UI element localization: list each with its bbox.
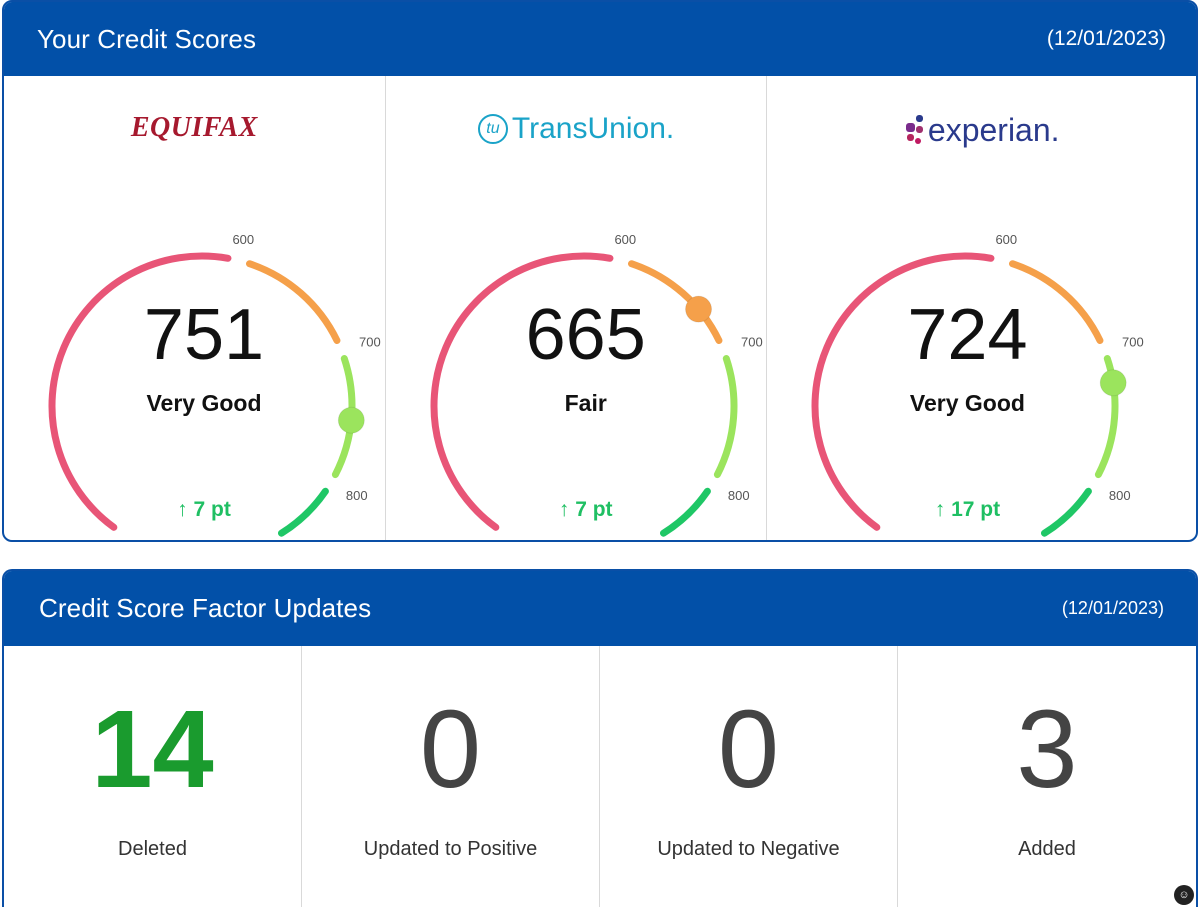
transunion-rating: Fair [564,390,607,416]
experian-score: 724 [907,295,1028,375]
factor-updates-panel: Credit Score Factor Updates (12/01/2023)… [2,569,1198,907]
gauge-segment-poor [430,252,614,531]
equifax-gauge: 600 700 800 [48,232,381,537]
factor-updated-negative-count: 0 [717,688,780,811]
experian-score-change: ↑ 17 pt [934,498,1001,521]
gauge-segment-excellent [659,487,711,537]
bureau-card-transunion[interactable]: tu TransUnion. 600 700 800 665 Fair ↑ 7 pt [386,76,768,540]
credit-scores-header: Your Credit Scores (12/01/2023) [4,2,1196,76]
gauge-tick-label: 600 [232,232,254,247]
gauge-score-marker [1100,369,1128,397]
gauge-segment-excellent [277,487,329,537]
gauge-segment-poor [811,252,995,531]
factor-row: 14 Deleted 0 Updated to Positive 0 Updat… [4,646,1196,907]
experian-dots-icon [904,113,926,149]
factor-updated-positive-count: 0 [419,688,482,811]
bureau-card-equifax[interactable]: EQUIFAX 600 700 800 751 Very Good ↑ 7 pt [4,76,386,540]
factor-updated-negative-label: Updated to Negative [657,838,840,860]
experian-logo: experian. [767,112,1196,154]
gauge-tick-label: 600 [614,232,636,247]
factor-updates-header: Credit Score Factor Updates (12/01/2023) [4,571,1196,646]
experian-rating: Very Good [909,390,1025,416]
gauge-segment-poor [48,252,232,531]
gauge-tick-label: 700 [741,335,763,350]
factor-deleted-label: Deleted [118,838,187,860]
factor-updates-date: (12/01/2023) [1061,598,1164,618]
bureau-card-experian[interactable]: experian. 600 700 800 724 Very Good ↑ 17 p… [767,76,1196,540]
gauge-segment-fair [627,260,723,345]
gauge-tick-label: 700 [359,335,381,350]
gauge-segment-good [713,355,738,479]
gauge-tick-label: 600 [996,232,1018,247]
transunion-gauge: 600 700 800 [430,232,763,537]
equifax-rating: Very Good [146,390,262,416]
gauge-score-marker [684,295,712,323]
factor-added-label: Added [1018,838,1076,860]
factor-deleted-count: 14 [91,688,214,811]
transunion-score: 665 [525,295,646,375]
gauge-tick-label: 800 [728,488,750,503]
transunion-score-change: ↑ 7 pt [558,498,613,521]
equifax-score-change: ↑ 7 pt [177,498,231,521]
factor-deleted[interactable]: 14 Deleted [4,646,302,907]
factor-updates-title: Credit Score Factor Updates [39,593,372,623]
factor-updated-positive-label: Updated to Positive [363,838,538,860]
gauge-tick-label: 800 [1109,488,1131,503]
transunion-mark-icon: tu [477,114,508,144]
factor-updated-negative[interactable]: 0 Updated to Negative [600,646,898,907]
equifax-logo: EQUIFAX [130,112,258,143]
credit-scores-panel: Your Credit Scores (12/01/2023) EQUIFAX … [2,0,1198,542]
gauge-segment-excellent [1041,487,1093,537]
factor-updated-positive[interactable]: 0 Updated to Positive [302,646,600,907]
chat-icon[interactable]: ☺ [1174,885,1194,905]
bureau-row: EQUIFAX 600 700 800 751 Very Good ↑ 7 pt t… [4,76,1196,540]
equifax-score: 751 [143,295,265,375]
credit-scores-title: Your Credit Scores [37,23,257,54]
experian-gauge: 600 700 800 [811,232,1144,537]
gauge-segment-fair [245,260,341,345]
transunion-logo: tu TransUnion. [386,112,767,146]
factor-added-count: 3 [1016,688,1078,811]
factor-added[interactable]: 3 Added [898,646,1196,907]
gauge-score-marker [337,406,365,434]
gauge-segment-fair [1009,260,1104,345]
gauge-tick-label: 700 [1122,335,1144,350]
credit-scores-date: (12/01/2023) [1046,27,1166,50]
gauge-tick-label: 800 [346,488,368,503]
